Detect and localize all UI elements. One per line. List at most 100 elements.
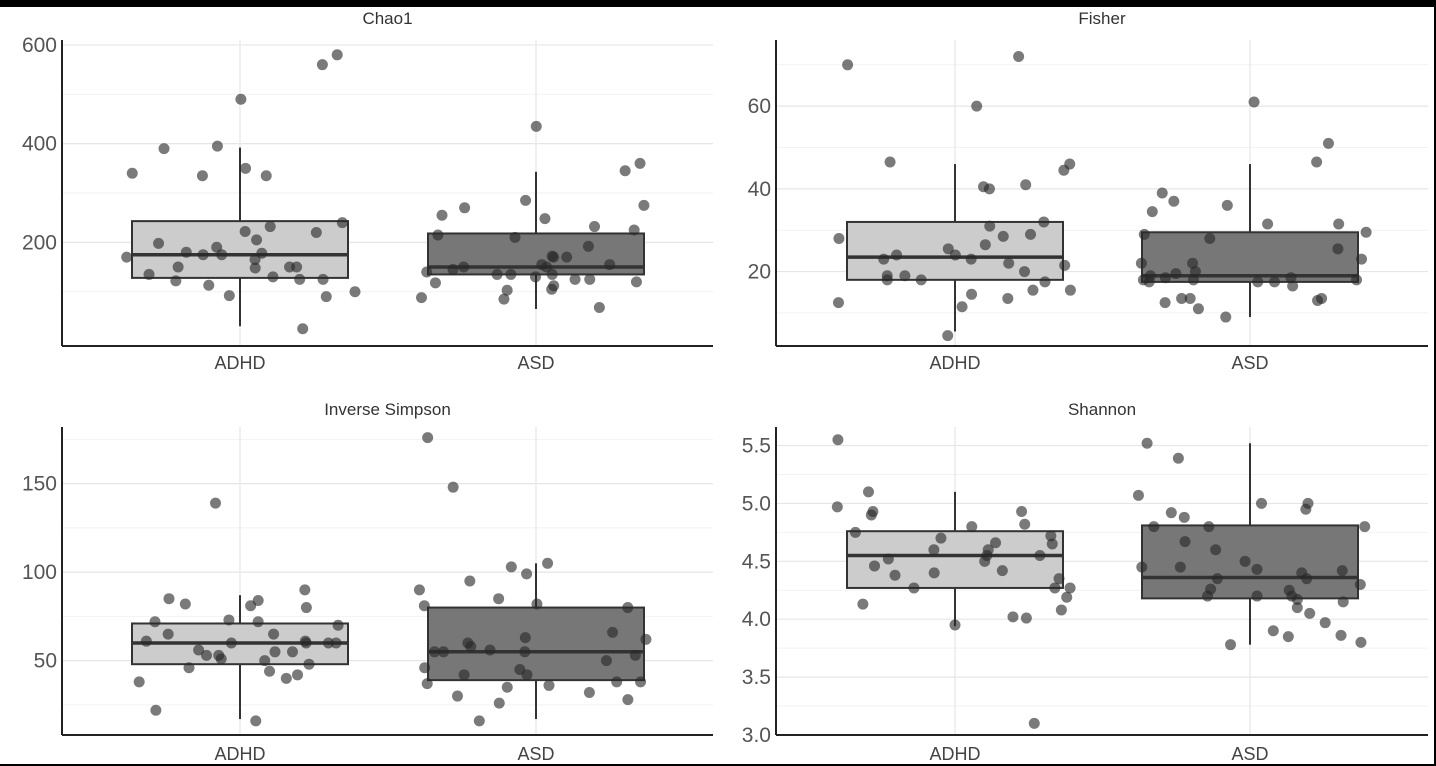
- data-point: [831, 501, 843, 513]
- data-point: [1064, 582, 1076, 594]
- x-tick-label: ASD: [1231, 353, 1268, 373]
- data-point: [180, 246, 192, 258]
- data-point: [1138, 228, 1150, 240]
- data-point: [891, 249, 903, 261]
- data-point: [162, 628, 174, 640]
- data-point: [630, 276, 642, 288]
- data-point: [1267, 625, 1279, 637]
- data-point: [252, 616, 264, 628]
- data-point: [447, 264, 459, 275]
- data-point: [1300, 503, 1312, 515]
- data-point: [320, 291, 332, 303]
- data-point: [1336, 565, 1348, 577]
- data-point: [541, 261, 553, 273]
- data-point: [447, 481, 459, 493]
- data-point: [1204, 232, 1216, 244]
- x-tick-label: ASD: [1231, 744, 1268, 764]
- data-point: [140, 635, 152, 647]
- data-point: [1311, 156, 1323, 168]
- data-point: [1013, 51, 1025, 63]
- data-point: [1282, 631, 1294, 643]
- data-point: [857, 598, 869, 610]
- data-point: [908, 582, 920, 594]
- data-point: [223, 290, 235, 302]
- data-point: [250, 715, 262, 727]
- data-point: [1187, 257, 1199, 269]
- data-point: [310, 226, 322, 238]
- y-tick-label: 200: [22, 231, 57, 254]
- y-tick-label: 4.0: [742, 608, 771, 631]
- data-point: [473, 715, 485, 727]
- data-point: [1053, 573, 1065, 585]
- data-point: [1039, 276, 1051, 288]
- data-point: [867, 506, 879, 518]
- data-point: [1225, 639, 1237, 651]
- data-point: [438, 646, 450, 658]
- data-point: [546, 250, 558, 262]
- data-point: [1286, 590, 1298, 602]
- data-point: [1355, 636, 1367, 648]
- data-point: [133, 676, 145, 688]
- data-point: [462, 637, 474, 649]
- data-point: [1291, 602, 1303, 614]
- y-tick-label: 5.0: [742, 492, 771, 515]
- data-point: [1002, 292, 1014, 304]
- data-point: [432, 229, 444, 241]
- data-point: [1059, 259, 1071, 271]
- data-point: [521, 568, 533, 580]
- data-point: [928, 567, 940, 579]
- data-point: [966, 288, 978, 300]
- data-point: [268, 628, 280, 640]
- data-point: [1049, 582, 1061, 594]
- data-point: [126, 167, 138, 179]
- data-point: [949, 249, 961, 261]
- data-point: [583, 687, 595, 699]
- x-tick-label: ASD: [517, 353, 554, 373]
- data-point: [1221, 199, 1233, 211]
- data-point: [484, 644, 496, 656]
- data-point: [884, 156, 896, 168]
- data-point: [1038, 216, 1050, 228]
- data-point: [421, 678, 433, 690]
- data-point: [862, 486, 874, 498]
- data-point: [1251, 563, 1263, 575]
- data-point: [317, 273, 329, 285]
- y-tick-label: 100: [22, 561, 57, 584]
- data-point: [1269, 276, 1281, 288]
- data-point: [216, 249, 228, 261]
- panel-title: Chao1: [362, 9, 412, 28]
- data-point: [1301, 573, 1313, 585]
- data-point: [543, 679, 555, 691]
- data-point: [966, 521, 978, 533]
- data-point: [239, 225, 251, 237]
- data-point: [519, 646, 531, 658]
- data-point: [1156, 187, 1168, 199]
- data-point: [429, 277, 441, 289]
- data-point: [421, 266, 433, 278]
- data-point: [619, 165, 631, 177]
- data-point: [1159, 272, 1171, 284]
- data-point: [458, 261, 470, 273]
- data-point: [1356, 253, 1368, 265]
- box-adhd: [846, 530, 1064, 589]
- data-point: [997, 230, 1009, 242]
- data-point: [1025, 228, 1037, 240]
- y-tick-label: 4.5: [742, 550, 771, 573]
- data-point: [629, 649, 641, 661]
- data-point: [150, 704, 162, 716]
- data-point: [297, 323, 309, 335]
- data-point: [121, 251, 133, 263]
- data-point: [1174, 561, 1186, 573]
- data-point: [1055, 604, 1067, 616]
- data-point: [172, 261, 184, 273]
- data-point: [842, 59, 854, 71]
- x-tick-label: ADHD: [929, 744, 980, 764]
- data-point: [833, 232, 845, 244]
- data-point: [415, 292, 427, 304]
- data-point: [1189, 266, 1201, 278]
- data-point: [143, 268, 155, 280]
- data-point: [336, 217, 348, 229]
- data-point: [498, 293, 510, 305]
- box-asd: [427, 606, 645, 682]
- data-point: [1337, 596, 1349, 608]
